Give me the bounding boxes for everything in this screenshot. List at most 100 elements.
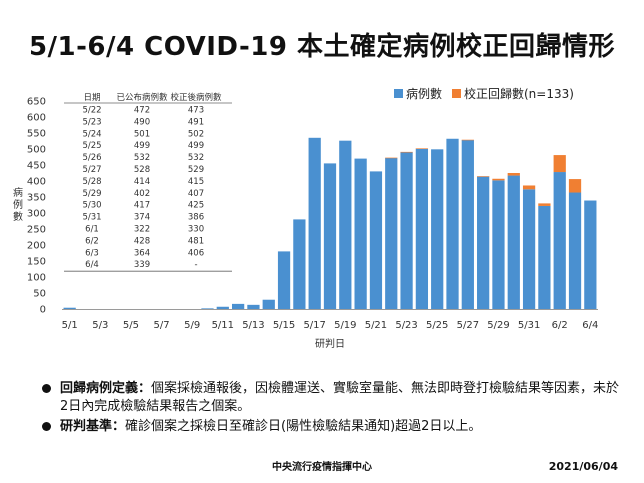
bar-case-count [231, 303, 245, 309]
y-tick-label: 550 [27, 129, 46, 140]
bar-case-count [216, 306, 229, 309]
bar-case-count [538, 205, 551, 309]
bar-backlog-count [385, 157, 398, 159]
table-cell: 417 [134, 201, 150, 211]
table-cell: 501 [134, 129, 150, 139]
table-cell: 6/4 [85, 260, 99, 270]
bar-case-count [308, 137, 321, 309]
y-tick-label: 500 [27, 145, 46, 156]
bar-case-count [385, 157, 398, 309]
y-axis-label: 病例數 [13, 186, 23, 223]
bar-case-count [277, 251, 291, 309]
y-tick-label: 50 [33, 289, 46, 300]
legend-label: 病例數 [406, 86, 442, 101]
table-cell: 386 [188, 213, 204, 223]
bar-backlog-count [507, 173, 520, 176]
table-cell: 5/26 [82, 153, 101, 163]
bar-case-count [400, 152, 413, 309]
bar-backlog-count [538, 203, 551, 206]
table-header: 校正後病例數 [170, 92, 222, 103]
table-cell: 491 [188, 117, 204, 127]
bar-case-count [247, 304, 260, 309]
table-cell: 6/2 [85, 236, 99, 246]
table-cell: 406 [188, 248, 204, 258]
x-tick-label: 5/9 [184, 320, 200, 331]
y-tick-label: 0 [40, 305, 46, 316]
table-cell: 473 [188, 106, 204, 116]
bar-chart: 0 50 100 150 200 250 300 350 400 450 500 550 600 650 5… [13, 86, 598, 350]
bar-backlog-count [477, 176, 490, 177]
table-header: 已公布病例數 [116, 92, 168, 103]
table-cell: 407 [188, 189, 204, 199]
bar-case-count [201, 308, 214, 309]
table-cell: 428 [134, 236, 150, 246]
table-cell: 6/1 [85, 225, 99, 235]
bar-case-count [293, 219, 306, 309]
note-criteria: 研判基準：確診個案之採檢日至確診日(陽性檢驗結果通知)超過2日以上。 [40, 418, 620, 436]
table-cell: 402 [134, 189, 150, 199]
legend-swatch [452, 89, 461, 98]
chart-legend: 病例數 校正回歸數(n=133) [394, 86, 574, 101]
table-cell: 364 [134, 248, 150, 258]
chart-title: 5/1-6/4 COVID-19 本土確定病例校正回歸情形 [28, 32, 616, 62]
y-tick-label: 150 [27, 257, 46, 268]
table-cell: 5/22 [82, 106, 101, 116]
y-tick-label: 350 [27, 193, 46, 204]
bar-case-count [461, 140, 474, 309]
bar-backlog-count [400, 151, 413, 153]
y-tick-label: 100 [27, 273, 46, 284]
table-cell: 490 [134, 117, 150, 127]
table-cell: 330 [188, 225, 204, 235]
table-cell: 5/29 [82, 189, 101, 199]
bar-case-count [63, 307, 76, 309]
x-tick-label: 5/27 [457, 320, 479, 331]
table-cell: 414 [134, 177, 150, 187]
x-tick-label: 5/15 [273, 320, 295, 331]
table-cell: 5/25 [82, 141, 101, 151]
bar-case-count [431, 149, 444, 309]
bar-case-count [446, 138, 459, 309]
x-tick-label: 5/21 [365, 320, 387, 331]
footer-date: 2021/06/04 [548, 460, 618, 473]
table-cell: 499 [188, 141, 204, 151]
bar-case-count [262, 299, 275, 309]
bar-case-count [369, 171, 383, 309]
bullet-icon [42, 384, 51, 393]
bar-backlog-count [522, 185, 536, 190]
x-tick-label: 5/31 [518, 320, 540, 331]
bar-case-count [354, 158, 367, 309]
y-tick-label: 450 [27, 161, 46, 172]
notes: 回歸病例定義：個案採檢通報後，因檢體運送、實驗室量能、無法即時登打檢驗結果等因素… [40, 380, 620, 438]
table-cell: 5/27 [82, 165, 101, 175]
y-tick-label: 600 [27, 113, 46, 124]
table-cell: 374 [134, 213, 150, 223]
note-label: 回歸病例定義： [60, 381, 152, 396]
y-tick-label: 300 [27, 209, 46, 220]
bar-case-count [507, 175, 520, 309]
bar-case-count [339, 140, 352, 309]
x-tick-label: 5/19 [334, 320, 356, 331]
table-cell: 472 [134, 106, 150, 116]
y-tick-label: 250 [27, 225, 46, 236]
table-cell: 322 [134, 225, 150, 235]
data-table: 日期 已公布病例數 校正後病例數 5/22 472 473 5/23 490 491 5/24 50… [64, 91, 232, 272]
table-cell: 528 [134, 165, 150, 175]
table-cell: 481 [188, 236, 204, 246]
table-header: 日期 [83, 93, 100, 103]
note-definition: 回歸病例定義：個案採檢通報後，因檢體運送、實驗室量能、無法即時登打檢驗結果等因素… [40, 380, 620, 416]
bar-backlog-count [568, 179, 582, 193]
table-cell: 499 [134, 141, 150, 151]
bullet-icon [42, 422, 51, 431]
table-cell: - [194, 260, 197, 270]
bar-case-count [568, 192, 582, 309]
table-background [64, 91, 232, 267]
y-tick-label: 650 [27, 97, 46, 108]
bar-case-count [415, 148, 429, 309]
footer-organization: 中央流行疫情指揮中心 [272, 462, 372, 473]
bar-case-count [477, 176, 490, 309]
legend-swatch [394, 89, 403, 98]
table-cell: 415 [188, 177, 204, 187]
table-cell: 5/30 [82, 201, 101, 211]
table-cell: 339 [134, 260, 150, 270]
bar-case-count [492, 180, 505, 309]
